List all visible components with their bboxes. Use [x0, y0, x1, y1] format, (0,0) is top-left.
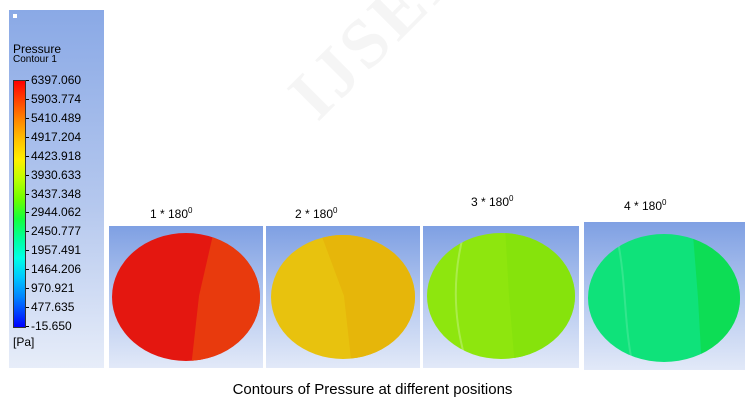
- legend-tick-label: 1957.491: [31, 243, 82, 258]
- legend-tick-label: 4917.204: [31, 129, 82, 144]
- legend-tick-label: 6397.060: [31, 73, 82, 87]
- legend-tick-mark: [26, 288, 29, 290]
- legend-tick-mark: [26, 174, 29, 176]
- legend-tick-label: 970.921: [31, 281, 75, 296]
- legend-title: Pressure: [13, 42, 62, 56]
- contour-panel-1: [109, 226, 263, 368]
- legend-marker: [13, 14, 17, 18]
- legend-tick-mark: [26, 80, 29, 81]
- legend-tick-mark: [26, 326, 29, 327]
- legend-subtitle: Contour 1: [13, 54, 57, 65]
- legend-tick-label: 4423.918: [31, 148, 82, 163]
- legend-tick-label: 1464.206: [31, 262, 82, 277]
- panel-label-2: 2 * 1800: [295, 206, 338, 221]
- legend-tick-label: 3437.348: [31, 186, 82, 201]
- legend-tick-mark: [26, 250, 29, 252]
- legend-tick-mark: [26, 269, 29, 271]
- color-bar: [13, 80, 26, 328]
- legend-tick-mark: [26, 212, 29, 214]
- panel-label-3: 3 * 1800: [471, 194, 514, 209]
- watermark-text: IJSER: [274, 0, 484, 135]
- legend-tick-mark: [26, 136, 29, 138]
- panel-label-4: 4 * 1800: [624, 198, 667, 213]
- legend-tick-label: 3930.633: [31, 167, 82, 182]
- legend-tick-mark: [26, 193, 29, 195]
- legend-unit: [Pa]: [13, 335, 35, 349]
- legend-tick-label: 477.635: [31, 300, 75, 315]
- legend-tick-mark: [26, 307, 29, 309]
- figure-caption: Contours of Pressure at different positi…: [232, 381, 513, 398]
- contour-panel-2: [266, 226, 420, 368]
- legend-tick-mark: [26, 98, 29, 100]
- contour-region-3-right: [505, 233, 575, 359]
- legend-tick-mark: [26, 231, 29, 233]
- legend-tick-label: 2450.777: [31, 224, 82, 239]
- legend-tick-mark: [26, 117, 29, 119]
- contour-panel-3: [423, 226, 579, 368]
- contour-panel-4: [584, 222, 745, 370]
- legend-tick-label: 5903.774: [31, 91, 82, 106]
- legend-tick-mark: [26, 155, 29, 157]
- contour-region-2-right: [318, 235, 415, 359]
- legend-tick-label: -15.650: [31, 319, 72, 333]
- contour-region-1-right: [191, 233, 260, 361]
- panel-label-1: 1 * 1800: [150, 206, 193, 221]
- pressure-legend: Pressure Contour 1 6397.060 5903.774 5410.…: [9, 10, 104, 368]
- legend-tick-label: 5410.489: [31, 110, 82, 125]
- legend-tick-label: 2944.062: [31, 205, 82, 220]
